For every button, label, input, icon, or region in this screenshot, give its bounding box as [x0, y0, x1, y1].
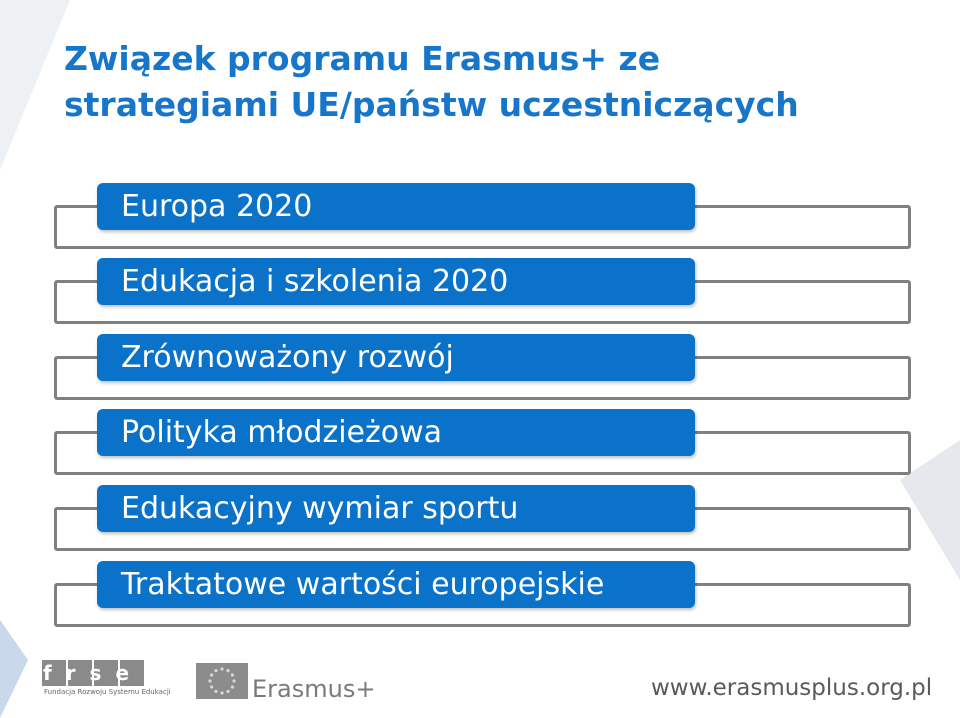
frse-logo-text: frse [43, 661, 143, 685]
row-label-polityka-mlodziezowa: Polityka młodzieżowa [97, 409, 695, 456]
frse-logo: frse [42, 660, 144, 686]
website-url[interactable]: www.erasmusplus.org.pl [651, 675, 933, 701]
row-label-wymiar-sportu: Edukacyjny wymiar sportu [97, 485, 695, 532]
eu-flag-icon [196, 663, 248, 699]
erasmus-logo-text: Erasmus+ [252, 675, 376, 703]
row-label-wartosci-europejskie: Traktatowe wartości europejskie [97, 561, 695, 608]
row-label-europa-2020: Europa 2020 [97, 183, 695, 230]
page-title-line-1: Związek programu Erasmus+ ze [64, 39, 661, 78]
frse-caption: Fundacja Rozwoju Systemu Edukacji [44, 688, 171, 696]
page-title: Związek programu Erasmus+ ze strategiami… [64, 36, 799, 128]
page-title-line-2: strategiami UE/państw uczestniczących [64, 85, 799, 124]
row-label-zrownowazony-rozwoj: Zrównoważony rozwój [97, 334, 695, 381]
row-label-edukacja-szkolenia: Edukacja i szkolenia 2020 [97, 258, 695, 305]
